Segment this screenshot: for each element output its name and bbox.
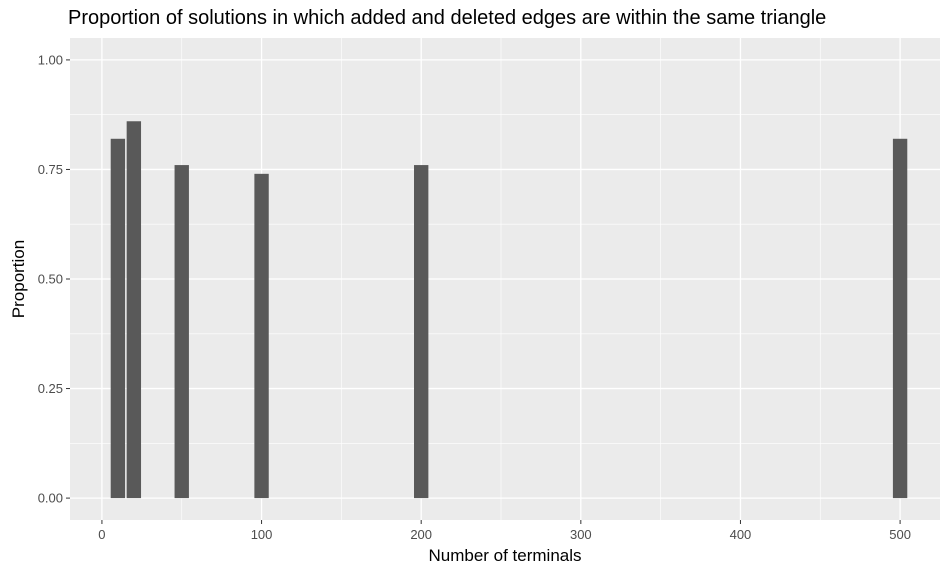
gridlines-minor bbox=[70, 38, 940, 520]
bar-terminals-200 bbox=[414, 165, 429, 499]
bar-terminals-100 bbox=[254, 173, 269, 499]
y-tick-label: 0.00 bbox=[38, 491, 63, 506]
y-tick-label: 0.25 bbox=[38, 381, 63, 396]
bar-terminals-20 bbox=[126, 121, 142, 499]
bar-terminals-50 bbox=[174, 165, 189, 499]
x-tick-label: 500 bbox=[889, 527, 911, 542]
x-tick-label: 0 bbox=[98, 527, 105, 542]
x-tick-label: 200 bbox=[410, 527, 432, 542]
y-tick-label: 1.00 bbox=[38, 52, 63, 67]
bars bbox=[110, 121, 908, 499]
chart-title: Proportion of solutions in which added a… bbox=[68, 7, 826, 29]
y-tick-label: 0.75 bbox=[38, 162, 63, 177]
y-tick-label: 0.50 bbox=[38, 272, 63, 287]
x-tick-label: 300 bbox=[570, 527, 592, 542]
x-tick-label: 100 bbox=[251, 527, 273, 542]
y-axis-title: Proportion bbox=[9, 240, 28, 318]
bar-terminals-500 bbox=[892, 138, 908, 499]
x-axis: 0 100 200 300 400 500 bbox=[98, 520, 911, 542]
x-tick-label: 400 bbox=[730, 527, 752, 542]
x-axis-title: Number of terminals bbox=[428, 546, 581, 565]
y-axis: 0.00 0.25 0.50 0.75 1.00 bbox=[38, 52, 70, 506]
bar-terminals-10 bbox=[110, 138, 126, 499]
